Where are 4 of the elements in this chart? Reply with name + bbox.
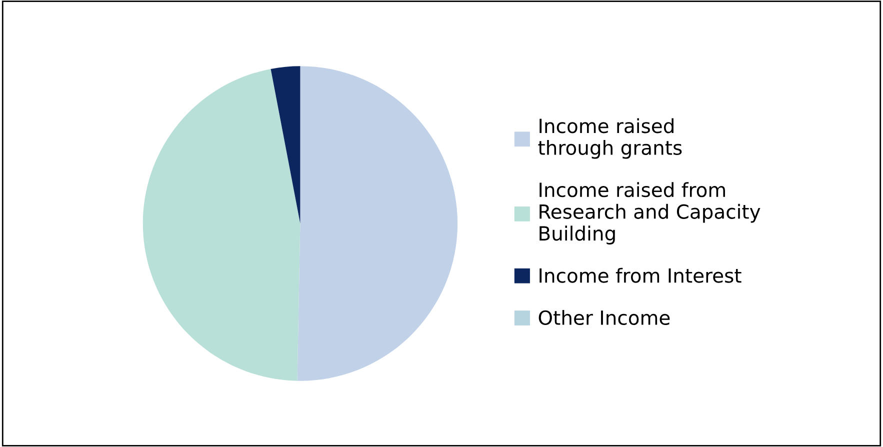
legend-label: Other Income (538, 310, 670, 326)
legend-label: Income raised through grants (538, 118, 682, 159)
legend-label: Income raised from Research and Capacity Building (540, 182, 760, 244)
legend-label: Income from Interest (540, 268, 742, 283)
